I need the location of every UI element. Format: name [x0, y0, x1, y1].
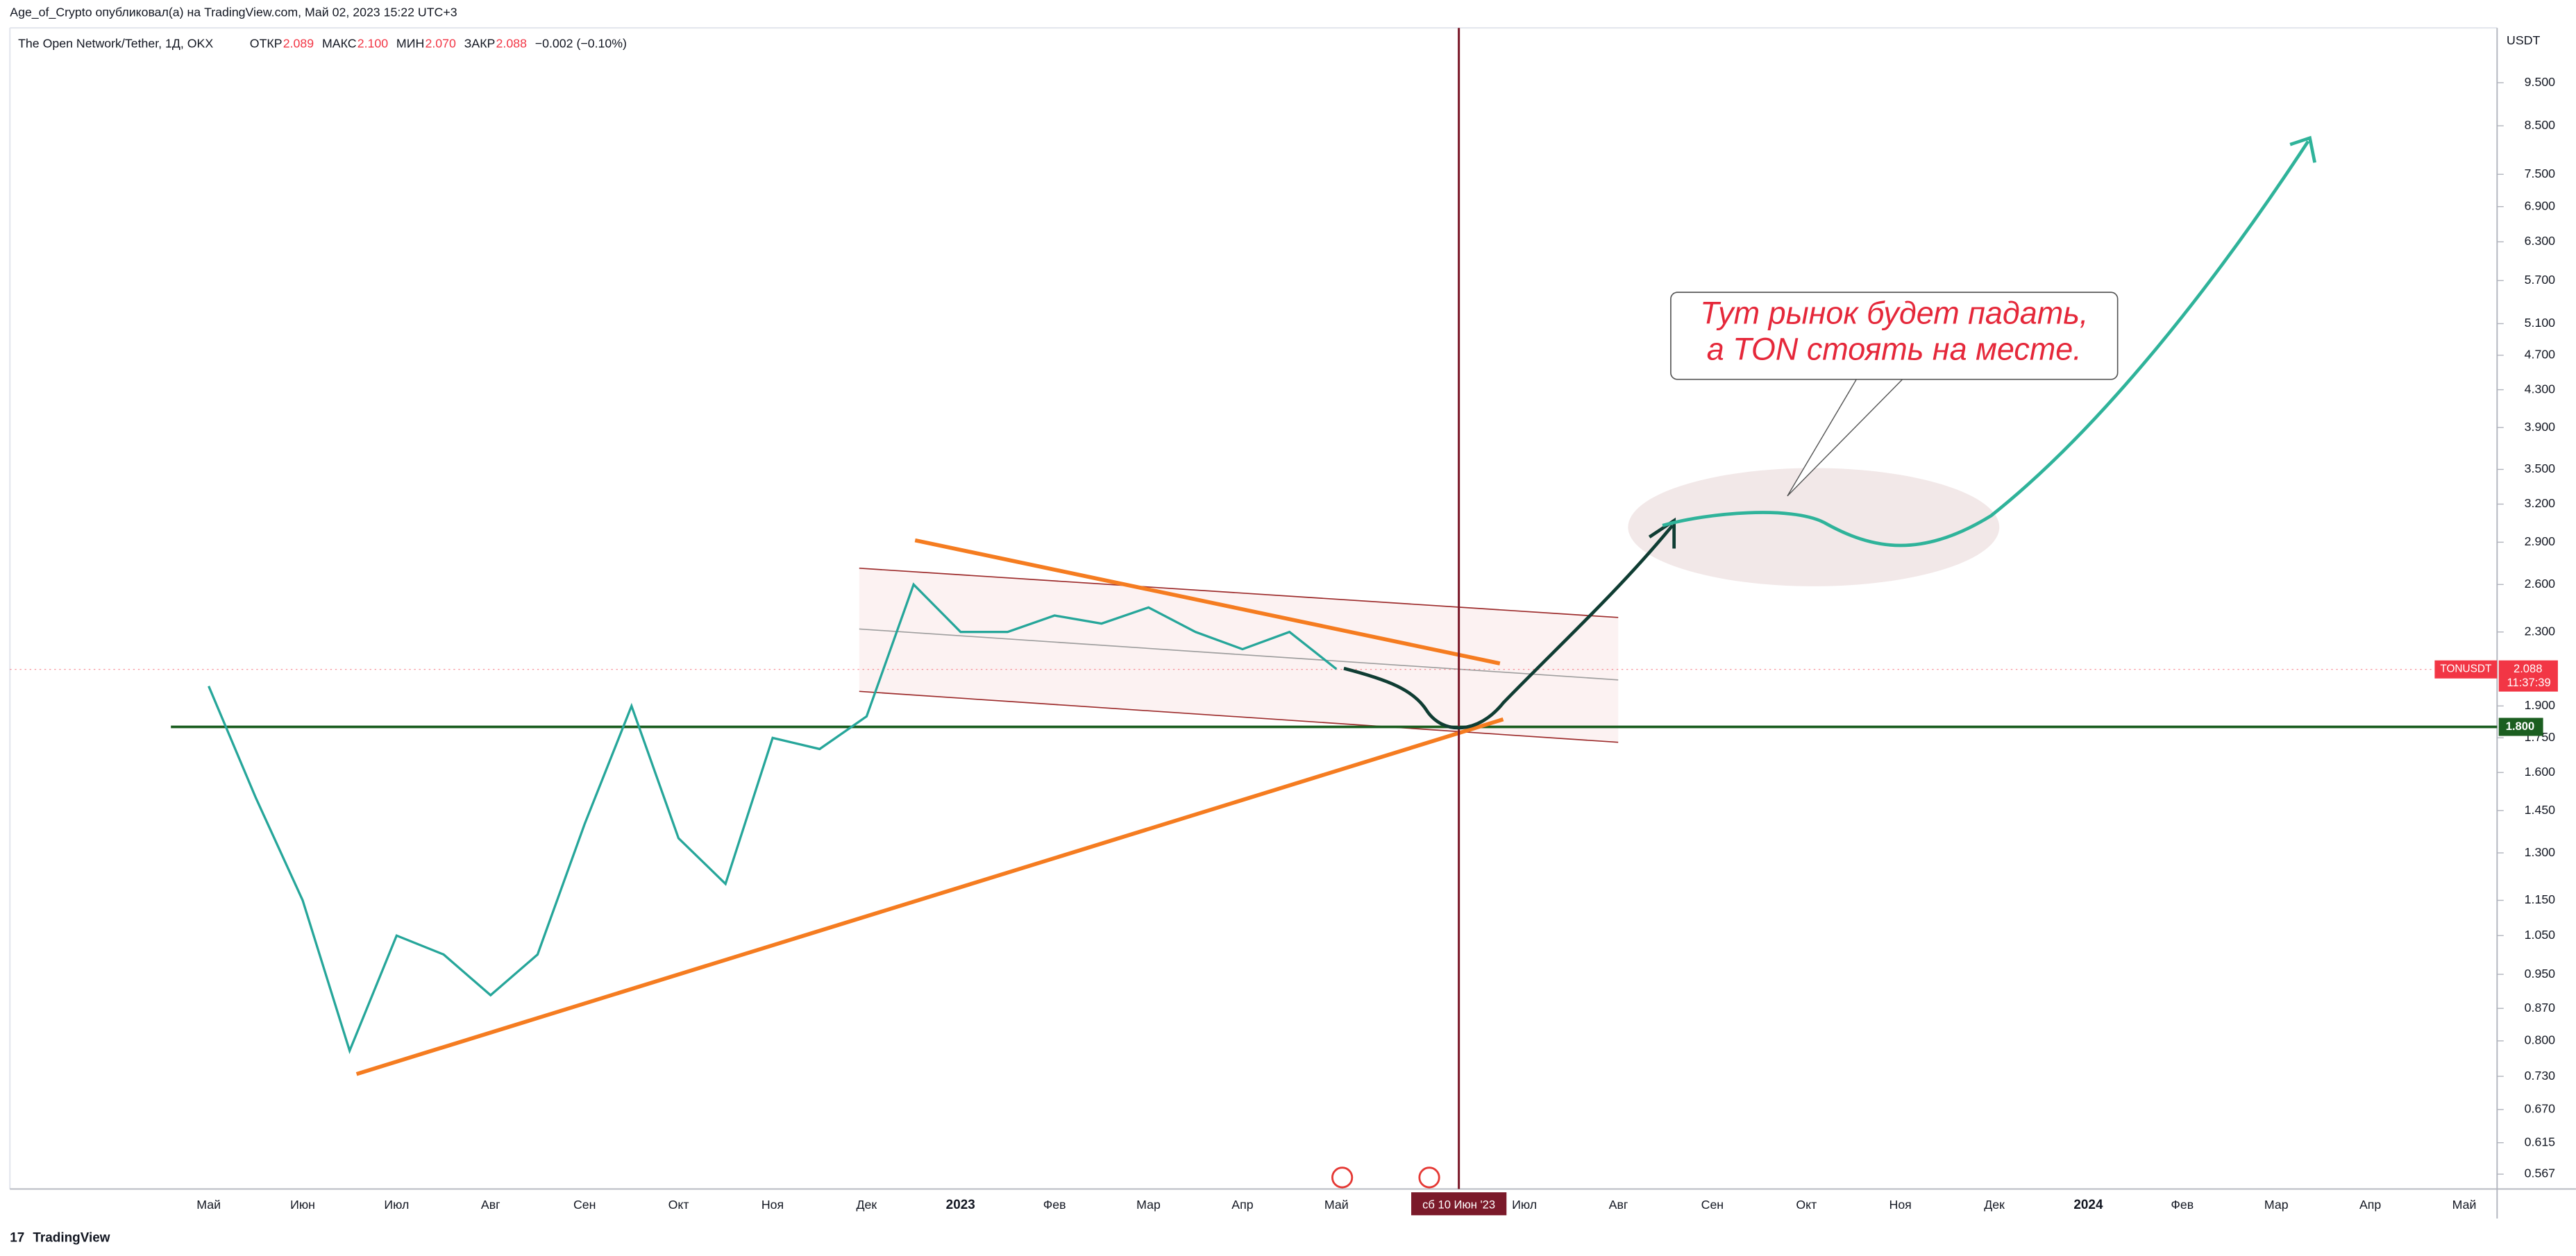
x-tick-label: Сен	[1701, 1198, 1724, 1212]
y-tick-label: 5.100	[2525, 316, 2556, 330]
y-tick-label: 1.900	[2525, 698, 2556, 712]
price-tag: 2.088	[2514, 662, 2542, 675]
ohlc-value: 2.088	[496, 37, 528, 51]
y-tick-label: 7.500	[2525, 167, 2556, 180]
y-tick-label: 9.500	[2525, 75, 2556, 89]
y-tick-label: 1.600	[2525, 765, 2556, 779]
x-tick-label: Авг	[481, 1198, 500, 1212]
y-tick-label: 1.050	[2525, 928, 2556, 942]
arrowhead	[2289, 135, 2316, 163]
channel-fill	[859, 568, 1619, 742]
x-tick-label: Фев	[1043, 1198, 1066, 1212]
level-tag: 1.800	[2506, 720, 2534, 733]
y-tick-label: 1.300	[2525, 845, 2556, 859]
x-tick-label: Май	[2452, 1198, 2477, 1212]
y-tick-label: 3.500	[2525, 461, 2556, 475]
y-tick-label: 1.450	[2525, 803, 2556, 817]
x-tick-label: Фев	[2171, 1198, 2194, 1212]
x-tick-label: Мар	[2264, 1198, 2289, 1212]
y-tick-label: 2.600	[2525, 577, 2556, 591]
annotation-line: Тут рынок будет падать,	[1700, 295, 2088, 330]
y-tick-label: 0.800	[2525, 1033, 2556, 1047]
channel-top	[859, 568, 1619, 618]
x-tick-label: Июн	[290, 1198, 315, 1212]
channel-mid	[859, 628, 1619, 681]
x-tick-label: 2023	[946, 1198, 975, 1212]
y-tick-label: 2.300	[2525, 624, 2556, 638]
ticker-tag: TONUSDT	[2440, 663, 2492, 675]
y-tick-label: 4.700	[2525, 348, 2556, 362]
arrowhead	[1648, 517, 1676, 549]
unit-label: USDT	[2507, 33, 2540, 47]
y-tick-label: 0.567	[2525, 1166, 2555, 1180]
price-line	[208, 582, 1338, 1055]
y-tick-label: 2.900	[2525, 534, 2556, 548]
price-tag-bg	[2498, 660, 2558, 692]
channel-bottom	[859, 690, 1619, 743]
x-tick-label: Май	[196, 1198, 221, 1212]
footer-logo: TradingView	[33, 1230, 110, 1245]
y-tick-label: 6.300	[2525, 234, 2556, 248]
x-tick-label: Авг	[1609, 1198, 1628, 1212]
x-tick-label: Окт	[668, 1198, 689, 1212]
support-trendline	[355, 717, 1504, 1076]
ohlc-label: −0.002 (−0.10%)	[535, 37, 627, 51]
ohlc-label: МИН	[396, 37, 424, 51]
y-tick-label: 0.730	[2525, 1069, 2556, 1083]
x-tick-label: Мар	[1136, 1198, 1161, 1212]
x-tick-label: 2024	[2073, 1198, 2103, 1212]
x-tick-label: Июл	[384, 1198, 409, 1212]
projection-rise	[1662, 140, 2310, 548]
resistance-trendline	[914, 538, 1501, 665]
x-tick-label: Окт	[1796, 1198, 1817, 1212]
ohlc-label: ЗАКР	[464, 37, 496, 51]
y-tick-label: 0.950	[2525, 967, 2556, 981]
logo-mark: 17	[10, 1230, 24, 1245]
ohlc-label: МАКС	[322, 37, 357, 51]
y-tick-label: 5.700	[2525, 273, 2556, 287]
x-tick-label: Дек	[1984, 1198, 2005, 1212]
crosshair-date-box	[1411, 1192, 1507, 1216]
x-tick-label: Ноя	[761, 1198, 784, 1212]
x-tick-label: Сен	[573, 1198, 596, 1212]
x-tick-label: Июл	[1512, 1198, 1537, 1212]
y-tick-label: 3.200	[2525, 496, 2556, 510]
x-tick-label: Апр	[1231, 1198, 1253, 1212]
ohlc-value: 2.100	[357, 37, 389, 51]
event-icon[interactable]	[1331, 1166, 1354, 1189]
y-tick-label: 4.300	[2525, 382, 2556, 396]
annotation-line: а TON стоять на месте.	[1707, 331, 2082, 366]
range-highlight	[1628, 468, 2000, 586]
event-icon[interactable]	[1418, 1166, 1440, 1189]
ohlc-value: 2.070	[425, 37, 456, 51]
ohlc-value: 2.089	[283, 37, 314, 51]
callout-box	[1670, 291, 2119, 380]
countdown: 11:37:39	[2507, 676, 2551, 689]
x-tick-label: Май	[1324, 1198, 1349, 1212]
publish-header: Age_of_Crypto опубликовал(а) на TradingV…	[10, 6, 457, 20]
symbol-name: The Open Network/Tether, 1Д, OKX	[18, 37, 213, 51]
y-tick-label: 3.900	[2525, 420, 2556, 434]
y-tick-label: 0.615	[2525, 1135, 2556, 1148]
level-tag-bg	[2498, 718, 2543, 736]
ticker-tag-bg	[2434, 660, 2498, 679]
ohlc-label: ОТКР	[250, 37, 283, 51]
x-tick-label: Дек	[857, 1198, 877, 1212]
symbol-legend: The Open Network/Tether, 1Д, OKX	[18, 37, 213, 51]
projection-dip	[1343, 524, 1674, 730]
y-tick-label: 8.500	[2525, 118, 2556, 132]
y-tick-label: 6.900	[2525, 198, 2556, 212]
y-tick-label: 0.870	[2525, 1001, 2556, 1015]
y-tick-label: 0.670	[2525, 1102, 2556, 1116]
y-tick-label: 1.150	[2525, 892, 2556, 906]
x-tick-label: Ноя	[1889, 1198, 1912, 1212]
x-tick-label: Апр	[2359, 1198, 2381, 1212]
crosshair-date: сб 10 Июн '23	[1422, 1198, 1495, 1211]
callout-pointer	[1787, 379, 1903, 497]
